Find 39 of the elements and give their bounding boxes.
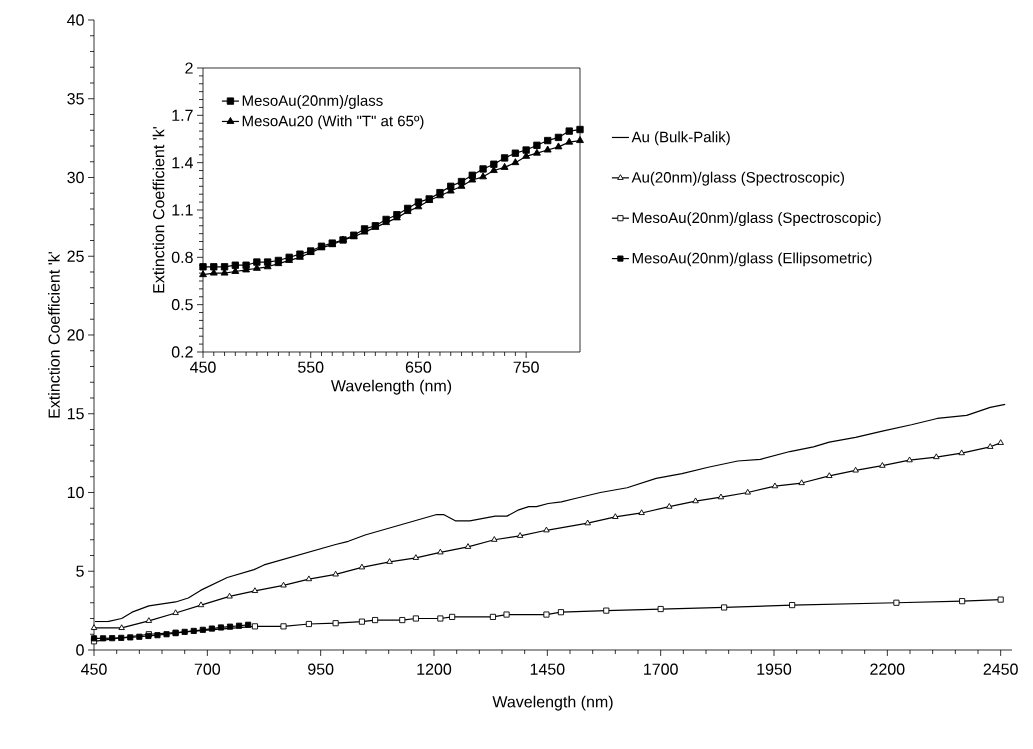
y-tick-label: 5 (76, 565, 84, 577)
legend-label: MesoAu(20nm)/glass (242, 94, 383, 109)
y-tick-label: 0.5 (171, 298, 193, 311)
legend-label: Au (Bulk-Palik) (631, 131, 730, 146)
y-tick-label: 40 (67, 14, 84, 26)
x-tick-label: 750 (513, 361, 539, 373)
y-tick-label: 30 (67, 171, 84, 184)
y-tick-label: 1.4 (172, 157, 193, 169)
x-tick-label: 650 (405, 361, 432, 373)
x-tick-label: 2450 (983, 663, 1018, 675)
y-tick-label: 35 (67, 93, 84, 105)
x-tick-label: 700 (194, 663, 221, 675)
y-tick-label: 20 (67, 329, 84, 341)
x-tick-label: 1450 (530, 663, 565, 675)
legend-label: MesoAu(20nm)/glass (Spectroscopic) (632, 212, 881, 226)
x-tick-label: 450 (81, 663, 107, 675)
y-tick-label: 1.1 (172, 204, 193, 216)
y-axis-title: Extinction Coefficient 'k' (152, 126, 165, 293)
x-tick-label: 1700 (644, 663, 678, 675)
y-tick-label: 25 (67, 250, 84, 262)
x-tick-label: 450 (190, 361, 216, 373)
x-tick-label: 1200 (417, 663, 452, 675)
y-tick-label: 0 (76, 644, 84, 656)
y-tick-label: 0.8 (171, 251, 193, 263)
x-tick-label: 2200 (870, 663, 905, 675)
y-tick-label: 10 (67, 486, 84, 499)
legend-label: MesoAu20 (With "T" at 65º) (242, 115, 424, 130)
y-tick-label: 1.7 (172, 109, 193, 121)
y-tick-label: 15 (67, 408, 84, 420)
x-axis-title: Wavelength (nm) (330, 379, 452, 395)
x-tick-label: 950 (308, 663, 334, 675)
x-tick-label: 1950 (757, 663, 792, 675)
x-axis-title: Wavelength (nm) (492, 695, 613, 711)
legend-label: MesoAu(20nm)/glass (Ellipsometric) (632, 252, 872, 267)
legend-label: Au(20nm)/glass (Spectroscopic) (631, 171, 844, 186)
x-tick-label: 550 (298, 361, 324, 373)
y-axis-title: Extinction Coefficient 'k' (48, 251, 60, 418)
y-tick-label: 2 (185, 62, 193, 74)
y-tick-label: 0.2 (171, 346, 193, 358)
